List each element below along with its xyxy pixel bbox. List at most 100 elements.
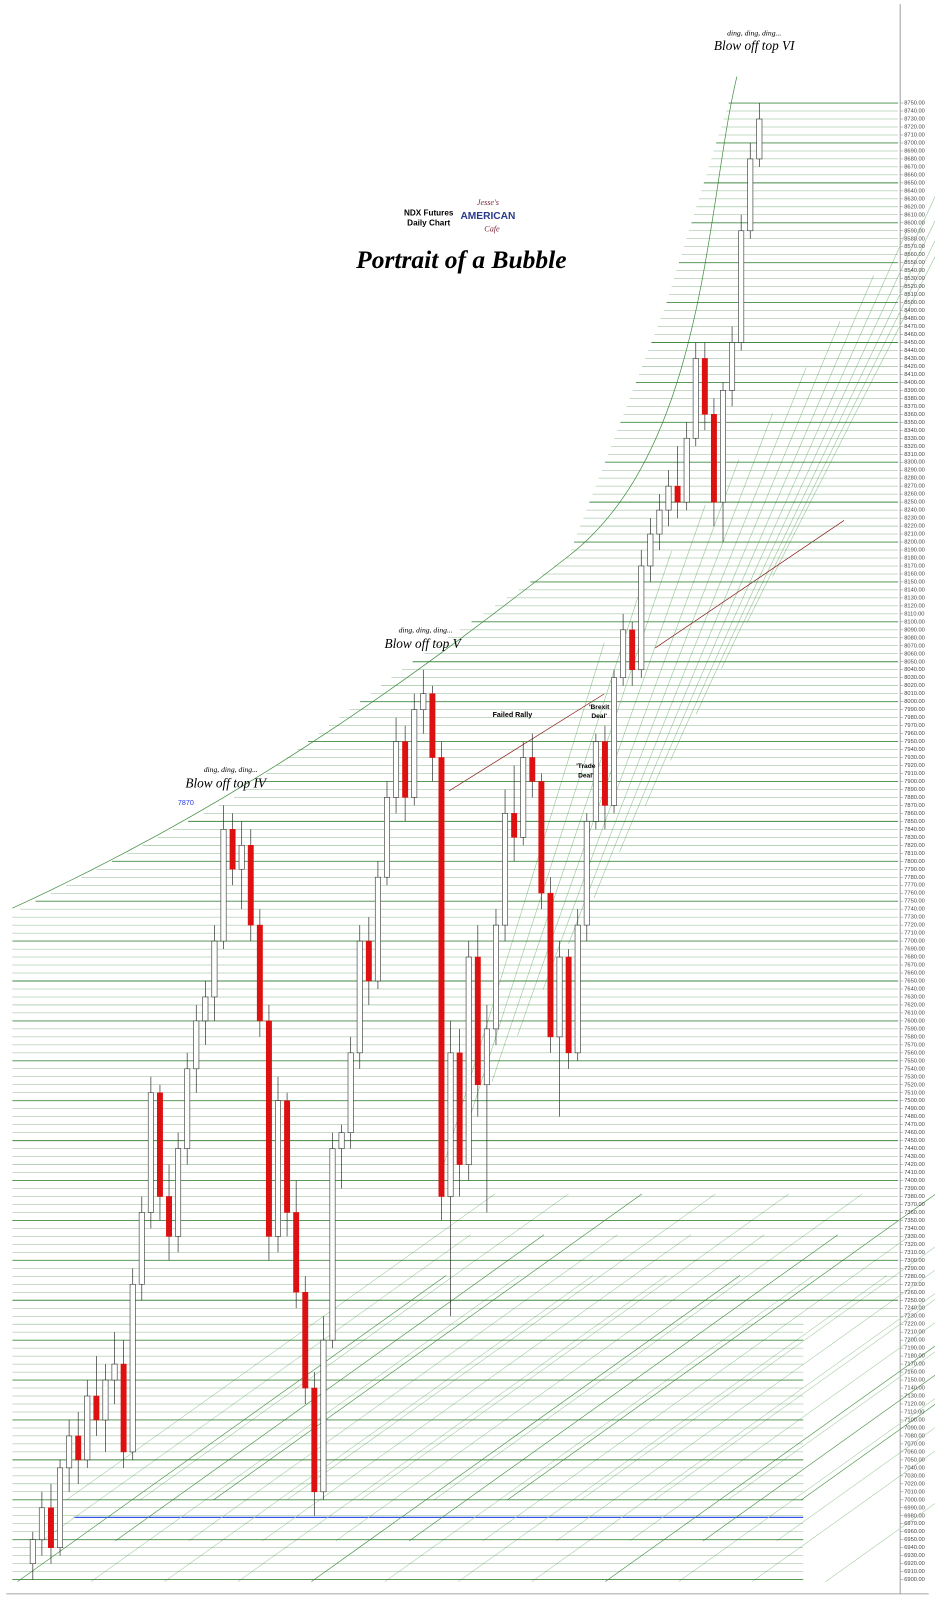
candle-body — [293, 1212, 300, 1293]
candle-body — [320, 1339, 327, 1493]
candle-body — [556, 956, 563, 1038]
y-tick-label: 8380.00 — [904, 396, 925, 402]
y-tick-label: 8160.00 — [904, 571, 925, 577]
candle-body — [411, 709, 418, 798]
candle-body — [75, 1435, 82, 1461]
trend-line — [670, 229, 908, 761]
y-tick-label: 7560.00 — [904, 1050, 925, 1056]
y-tick-label: 7230.00 — [904, 1314, 925, 1320]
candle-body — [638, 565, 645, 671]
y-tick-label: 7770.00 — [904, 883, 925, 889]
annotation: 7870 — [178, 799, 194, 807]
y-tick-label: 7680.00 — [904, 955, 925, 961]
candle-body — [184, 1068, 191, 1149]
candle-body — [574, 924, 581, 1054]
candle-body — [520, 757, 527, 838]
y-tick-label: 7790.00 — [904, 867, 925, 873]
candle-body — [538, 781, 545, 894]
y-tick-label: 6910.00 — [904, 1569, 925, 1575]
candle-body — [465, 956, 472, 1165]
y-tick-label: 7300.00 — [904, 1258, 925, 1264]
y-tick-label: 8310.00 — [904, 452, 925, 458]
y-tick-label: 8460.00 — [904, 332, 925, 338]
trend-line — [531, 1293, 935, 1582]
y-tick-label: 8530.00 — [904, 276, 925, 282]
y-tick-label: 7700.00 — [904, 939, 925, 945]
y-tick-label: 6980.00 — [904, 1513, 925, 1519]
y-tick-label: 8430.00 — [904, 356, 925, 362]
candle-body — [393, 741, 400, 798]
trend-line — [556, 1269, 935, 1542]
y-tick-label: 8340.00 — [904, 428, 925, 434]
candle-body — [256, 924, 263, 1022]
trend-line — [66, 1193, 496, 1501]
annotation: 'Brexit — [589, 704, 610, 711]
candle-body — [647, 533, 654, 567]
y-tick-label: 8640.00 — [904, 188, 925, 194]
y-tick-label: 8020.00 — [904, 683, 925, 689]
y-tick-label: 8750.00 — [904, 101, 925, 107]
y-tick-label: 8050.00 — [904, 659, 925, 665]
trend-line — [654, 1299, 935, 1501]
y-tick-label: 7120.00 — [904, 1402, 925, 1408]
trend-line — [776, 1427, 935, 1542]
y-tick-label: 8450.00 — [904, 340, 925, 346]
y-tick-label: 7240.00 — [904, 1306, 925, 1312]
y-tick-label: 7810.00 — [904, 851, 925, 857]
y-tick-label: 7140.00 — [904, 1386, 925, 1392]
y-tick-label: 7930.00 — [904, 755, 925, 761]
candle-body — [456, 1052, 463, 1165]
candle-body — [311, 1387, 318, 1493]
y-tick-label: 8290.00 — [904, 468, 925, 474]
candle-body — [365, 940, 372, 982]
y-tick-label: 7480.00 — [904, 1114, 925, 1120]
candle-body — [238, 845, 245, 870]
candle-body — [738, 230, 745, 343]
y-tick-label: 7130.00 — [904, 1394, 925, 1400]
y-tick-label: 8620.00 — [904, 204, 925, 210]
y-tick-label: 7330.00 — [904, 1234, 925, 1240]
candle-body — [156, 1092, 163, 1197]
candle-body — [384, 797, 390, 878]
y-tick-label: 8700.00 — [904, 140, 925, 146]
y-tick-label: 8250.00 — [904, 500, 925, 506]
trend-line — [825, 1503, 935, 1582]
candle-body — [211, 940, 218, 998]
candle-body — [265, 1020, 272, 1237]
y-tick-label: 6960.00 — [904, 1529, 925, 1535]
y-tick-label: 7720.00 — [904, 923, 925, 929]
y-tick-label: 8130.00 — [904, 595, 925, 601]
candle-body — [474, 956, 481, 1086]
trend-lines — [12, 76, 935, 1582]
trend-line — [41, 1234, 471, 1542]
trend-line — [409, 1234, 839, 1542]
candle-body — [329, 1148, 336, 1341]
y-tick-label: 8610.00 — [904, 212, 925, 218]
y-tick-label: 7730.00 — [904, 915, 925, 921]
y-tick-label: 6930.00 — [904, 1553, 925, 1559]
y-tick-label: 8650.00 — [904, 180, 925, 186]
candle-body — [756, 118, 763, 160]
y-tick-label: 7250.00 — [904, 1298, 925, 1304]
y-tick-label: 7510.00 — [904, 1090, 925, 1096]
y-tick-label: 8110.00 — [904, 611, 924, 617]
candle-body — [175, 1148, 182, 1237]
y-tick-label: 8150.00 — [904, 579, 925, 585]
y-tick-label: 7490.00 — [904, 1106, 925, 1112]
y-tick-label: 8180.00 — [904, 556, 925, 562]
trend-curve — [12, 76, 738, 909]
y-tick-label: 7050.00 — [904, 1457, 925, 1463]
y-tick-label: 7710.00 — [904, 931, 925, 937]
y-tick-label: 7520.00 — [904, 1082, 925, 1088]
y-tick-label: 7820.00 — [904, 843, 925, 849]
y-tick-label: 8420.00 — [904, 364, 925, 370]
candle-body — [84, 1395, 91, 1461]
y-tick-label: 8710.00 — [904, 133, 925, 139]
y-tick-label: 8100.00 — [904, 619, 925, 625]
y-tick-label: 7270.00 — [904, 1282, 925, 1288]
y-tick-label: 7640.00 — [904, 986, 925, 992]
y-tick-label: 7600.00 — [904, 1018, 925, 1024]
subtitle: NDX Futures — [404, 208, 454, 217]
y-tick-label: 7070.00 — [904, 1441, 925, 1447]
y-tick-label: 7950.00 — [904, 739, 925, 745]
